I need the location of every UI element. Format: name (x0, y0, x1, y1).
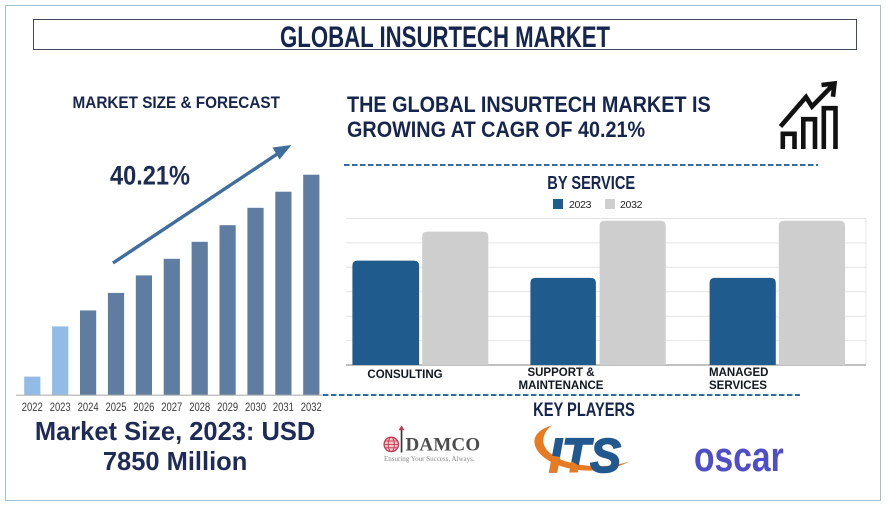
svg-text:Ensuring Your Success, Always.: Ensuring Your Success, Always. (384, 455, 475, 463)
svg-text:2024: 2024 (78, 400, 99, 414)
svg-text:2029: 2029 (217, 400, 238, 414)
svg-text:DAMCO: DAMCO (406, 435, 481, 456)
svg-text:2025: 2025 (106, 400, 127, 414)
svg-text:2023: 2023 (50, 400, 71, 414)
svg-text:2030: 2030 (245, 400, 266, 414)
svg-text:2028: 2028 (189, 400, 210, 414)
svg-text:2026: 2026 (133, 400, 154, 414)
svg-text:40.21%: 40.21% (110, 161, 190, 191)
svg-text:2027: 2027 (161, 400, 182, 414)
svg-text:2032: 2032 (301, 400, 322, 414)
svg-text:2031: 2031 (273, 400, 294, 414)
svg-text:ITS: ITS (549, 430, 621, 478)
svg-text:2022: 2022 (22, 400, 43, 414)
